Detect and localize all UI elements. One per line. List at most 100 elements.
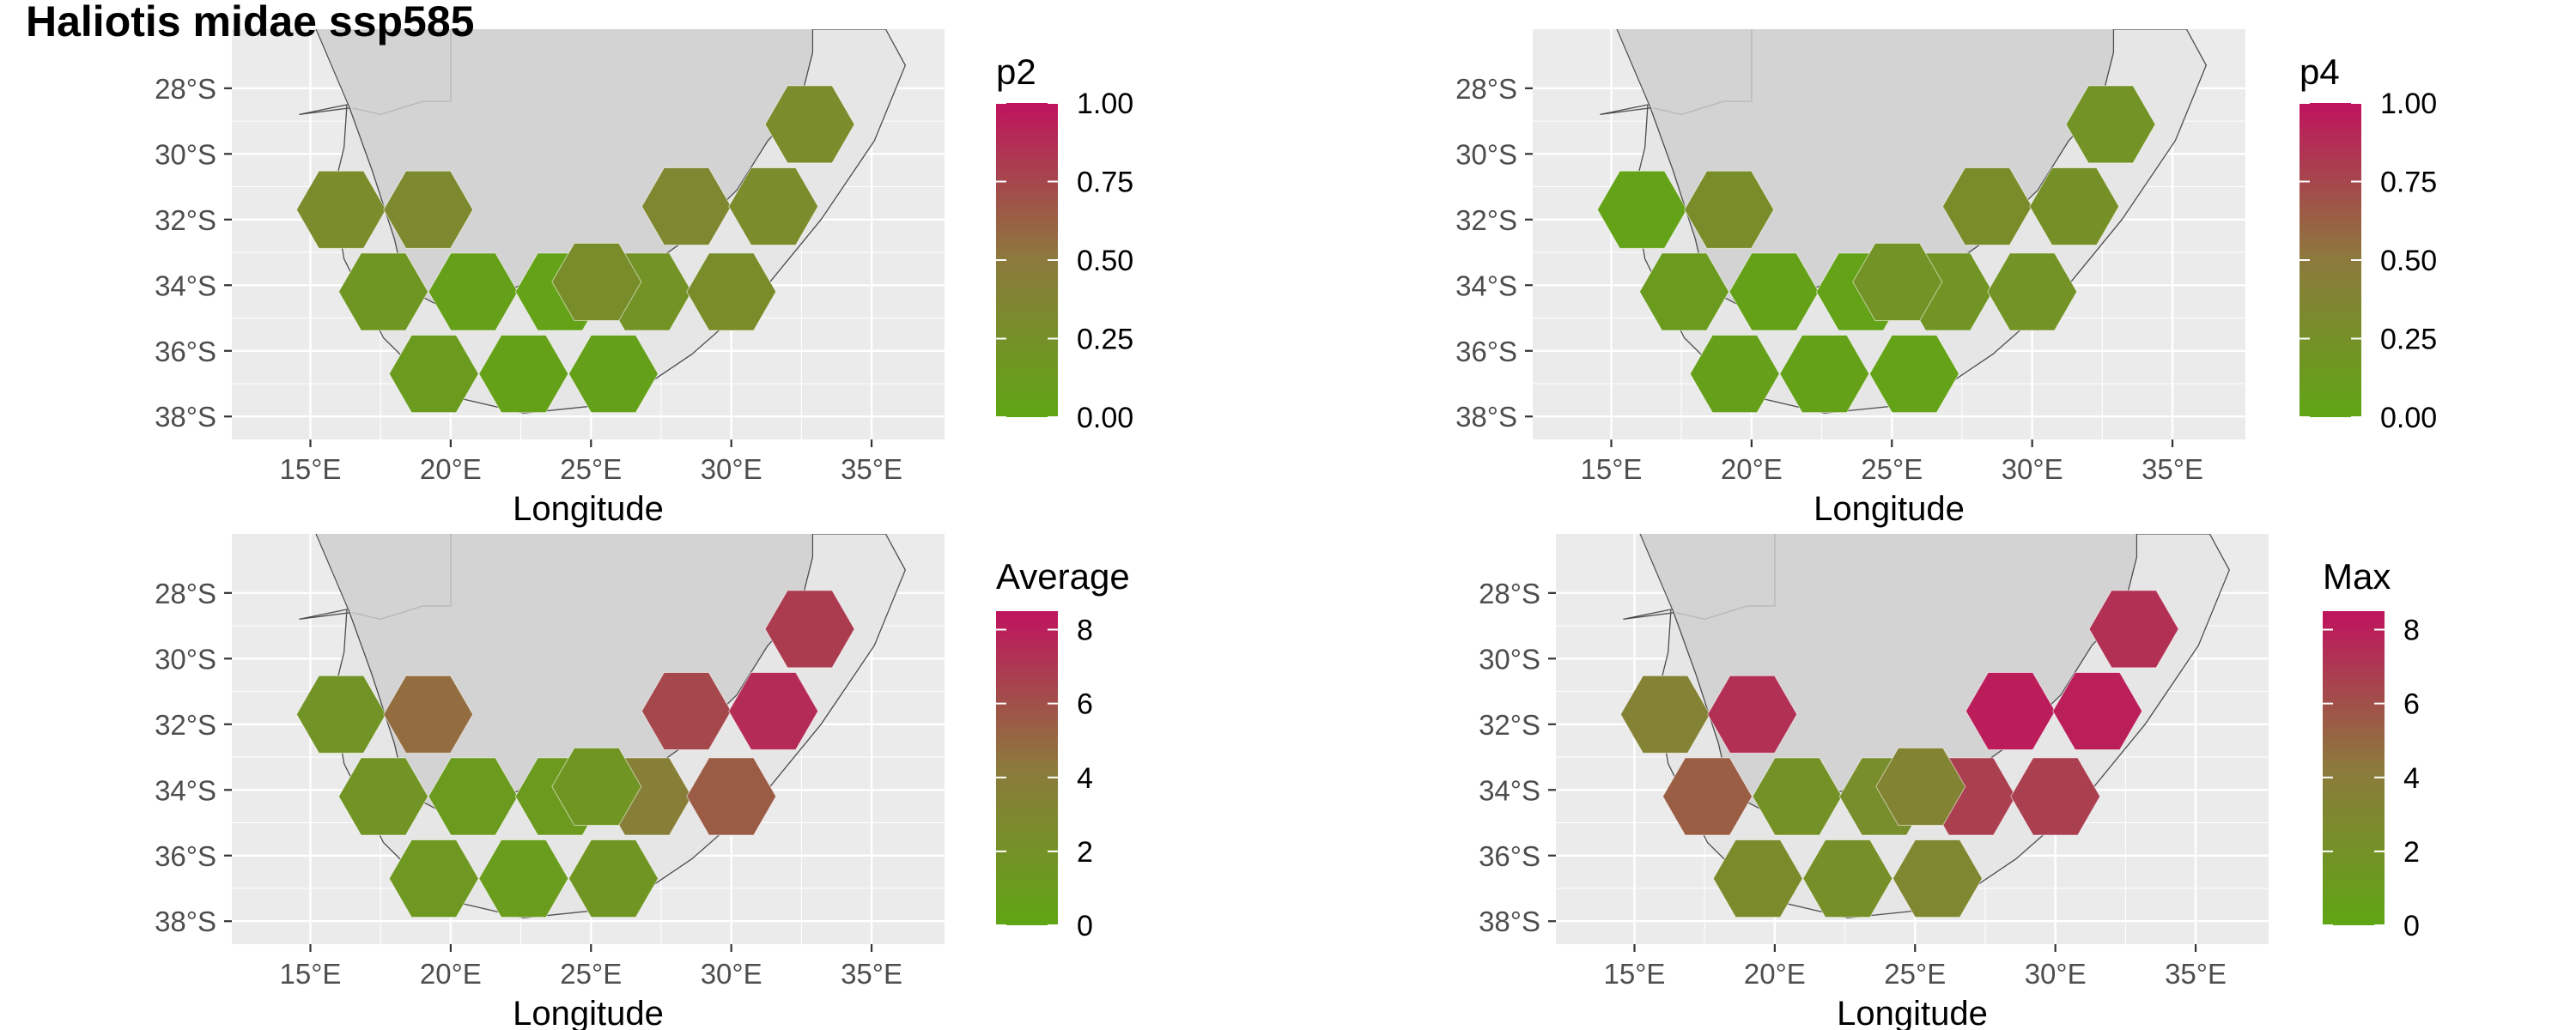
- x-tick-label: 15°E: [280, 453, 342, 485]
- legend-tick-label: 0.25: [2380, 324, 2437, 356]
- y-tick-label: 32°S: [155, 709, 216, 741]
- x-axis-title: Longitude: [1837, 995, 1988, 1030]
- legend-tick-label: 0.50: [1077, 245, 1133, 277]
- map-layers: [295, 534, 907, 919]
- map-panels: 28°S 30°S 32°S 34°S 36°S 38°S 15°E 20°E 25°E 30°E…: [155, 29, 2437, 1030]
- hexagon-cell: [1802, 839, 1893, 918]
- legend-tick-label: 1.00: [2380, 88, 2437, 120]
- y-tick-label: 28°S: [1479, 578, 1540, 609]
- colourbar: [2323, 611, 2385, 925]
- x-tick-label: 35°E: [2142, 453, 2203, 485]
- legend-title: p4: [2300, 52, 2340, 92]
- hexagon-cell: [1684, 170, 1775, 249]
- legend-tick-label: 6: [2403, 688, 2420, 721]
- y-tick-label: 38°S: [155, 906, 216, 937]
- hexagon-cell: [568, 839, 659, 918]
- x-tick-label: 20°E: [420, 453, 482, 485]
- country-border: [1653, 29, 1753, 116]
- legend-tick-label: 0.00: [1077, 402, 1133, 434]
- x-tick-label: 15°E: [1604, 958, 1666, 990]
- hexagon-cell: [1712, 839, 1803, 918]
- hexagon-cell: [1638, 252, 1730, 331]
- x-tick-label: 20°E: [1744, 958, 1806, 990]
- x-tick-label: 15°E: [280, 958, 342, 990]
- y-tick-label: 32°S: [1455, 204, 1517, 236]
- legend-tick-label: 0.75: [1077, 167, 1133, 199]
- legend-tick-label: 0.75: [2380, 167, 2437, 199]
- y-tick-label: 28°S: [155, 73, 216, 105]
- x-tick-label: 25°E: [560, 958, 622, 990]
- y-tick-label: 34°S: [1479, 774, 1540, 806]
- y-tick-label: 30°S: [1479, 643, 1540, 675]
- y-tick-label: 38°S: [155, 401, 216, 433]
- map-panel-p4: 28°S 30°S 32°S 34°S 36°S 38°S 15°E 20°E 25°E 30°E…: [1455, 29, 2437, 528]
- hexagon-cell: [568, 335, 659, 414]
- hexagon-cell: [1596, 170, 1687, 249]
- x-tick-label: 35°E: [2165, 958, 2227, 990]
- legend-title: Average: [996, 556, 1130, 597]
- hexagon-cell: [2010, 757, 2101, 836]
- legend-p4: p4 1.00 0.75 0.50 0.25 0.00: [2300, 52, 2437, 434]
- hexagon-cell: [641, 672, 732, 750]
- map-layers: [295, 29, 907, 415]
- x-tick-label: 30°E: [2002, 453, 2063, 485]
- hexagon-cell: [1752, 757, 1843, 836]
- hexagon-cell: [728, 672, 819, 750]
- hexagon-cell: [1619, 675, 1710, 754]
- x-tick-label: 25°E: [1884, 958, 1946, 990]
- y-tick-label: 30°S: [1455, 138, 1517, 170]
- x-tick-label: 35°E: [841, 958, 902, 990]
- legend-average: Average 8 6 4 2 0: [996, 556, 1130, 942]
- hexagon-cell: [686, 757, 777, 836]
- hexagon-cell: [428, 757, 519, 836]
- hexagon-cells: [1619, 590, 2179, 918]
- y-tick-label: 34°S: [155, 774, 216, 806]
- x-axis-title: Longitude: [513, 995, 664, 1030]
- hexagon-cell: [295, 170, 386, 249]
- y-tick-label: 38°S: [1479, 906, 1540, 937]
- y-tick-label: 36°S: [155, 336, 216, 367]
- y-tick-label: 32°S: [1479, 709, 1540, 741]
- hexagon-cell: [1875, 747, 1966, 826]
- legend-title: Max: [2323, 556, 2391, 597]
- hexagon-cell: [1852, 242, 1943, 321]
- legend-tick-label: 2: [2403, 836, 2420, 869]
- y-tick-label: 34°S: [1455, 270, 1517, 301]
- x-tick-label: 30°E: [701, 453, 762, 485]
- y-tick-label: 32°S: [155, 204, 216, 236]
- map-layers: [1596, 29, 2208, 415]
- hexagon-cells: [295, 85, 855, 414]
- x-tick-label: 25°E: [1861, 453, 1923, 485]
- map-panel-average: 28°S 30°S 32°S 34°S 36°S 38°S 15°E 20°E 25°E 30°E…: [155, 534, 1130, 1030]
- legend-tick-label: 2: [1077, 836, 1093, 869]
- y-tick-label: 28°S: [1455, 73, 1517, 105]
- x-tick-label: 15°E: [1581, 453, 1643, 485]
- hexagon-cell: [388, 839, 479, 918]
- legend-tick-label: 8: [1077, 615, 1093, 647]
- hexagon-cell: [337, 757, 429, 836]
- x-tick-label: 30°E: [701, 958, 762, 990]
- hexagon-cell: [2052, 672, 2143, 750]
- hexagon-cell: [641, 167, 732, 245]
- hexagon-cell: [551, 242, 642, 321]
- legend-title: p2: [996, 52, 1036, 92]
- hexagon-cell: [383, 170, 474, 249]
- axes: 28°S 30°S 32°S 34°S 36°S 38°S 15°E 20°E 25°E 30°E…: [155, 73, 902, 528]
- legend-p2: p2 1.00 0.75 0.50 0.25 0.00: [996, 52, 1133, 434]
- y-tick-label: 36°S: [1455, 336, 1517, 367]
- axes: 28°S 30°S 32°S 34°S 36°S 38°S 15°E 20°E 25°E 30°E…: [1479, 578, 2227, 1030]
- colourbar: [996, 611, 1058, 925]
- x-axis-title: Longitude: [513, 490, 664, 528]
- legend-tick-label: 4: [1077, 762, 1093, 795]
- hexagon-cell: [1892, 839, 1983, 918]
- hexagon-cell: [686, 252, 777, 331]
- country-border: [352, 534, 452, 621]
- hexagon-cell: [1662, 757, 1753, 836]
- hexagon-cell: [478, 839, 569, 918]
- hexagon-cell: [551, 747, 642, 826]
- hexagon-cell: [1689, 335, 1780, 414]
- hexagon-cell: [764, 85, 855, 164]
- country-border: [1676, 534, 1776, 621]
- hexagon-cell: [2088, 590, 2179, 669]
- x-axis-title: Longitude: [1814, 490, 1965, 528]
